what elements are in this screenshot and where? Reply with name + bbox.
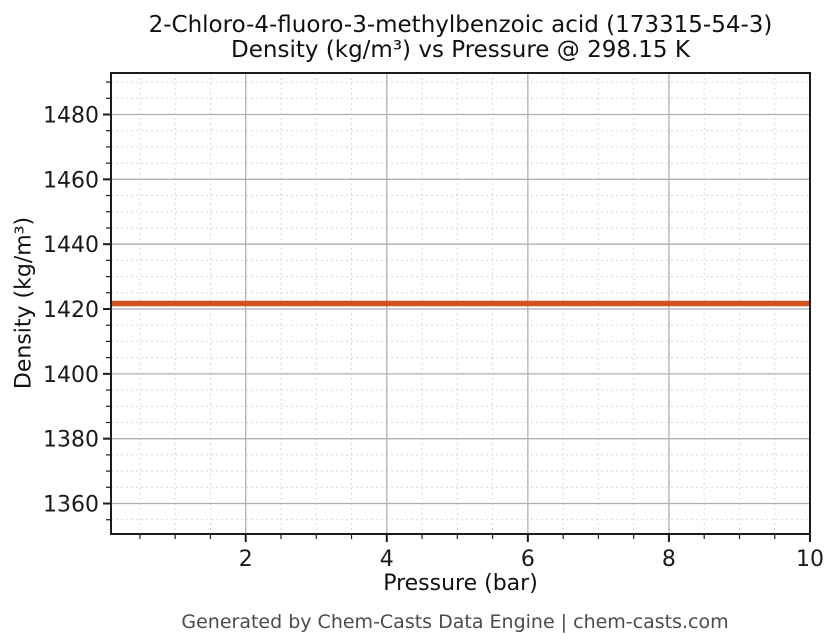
y-tick-label: 1380 — [43, 428, 99, 453]
x-tick-label: 2 — [239, 547, 253, 572]
x-tick-label: 10 — [796, 547, 824, 572]
major-ticks — [103, 113, 811, 542]
x-tick-label: 4 — [380, 547, 394, 572]
y-tick-label: 1400 — [43, 363, 99, 388]
minor-ticks — [106, 81, 776, 539]
y-axis-label: Density (kg/m³) — [11, 216, 37, 390]
y-tick-label: 1440 — [43, 233, 99, 258]
axes-frame — [110, 72, 811, 535]
y-tick-label: 1360 — [43, 493, 99, 518]
chart-title-line1: 2-Chloro-4-fluoro-3-methylbenzoic acid (… — [148, 12, 773, 38]
y-tick-label: 1420 — [43, 298, 99, 323]
footer-credit: Generated by Chem-Casts Data Engine | ch… — [181, 611, 729, 633]
x-tick-label: 6 — [521, 547, 535, 572]
y-tick-label: 1460 — [43, 168, 99, 193]
x-axis-label: Pressure (bar) — [383, 571, 538, 596]
x-tick-label: 8 — [662, 547, 676, 572]
chart-title: 2-Chloro-4-fluoro-3-methylbenzoic acid (… — [111, 13, 810, 63]
y-tick-label: 1480 — [43, 103, 99, 128]
chart-title-line2: Density (kg/m³) vs Pressure @ 298.15 K — [231, 37, 690, 63]
